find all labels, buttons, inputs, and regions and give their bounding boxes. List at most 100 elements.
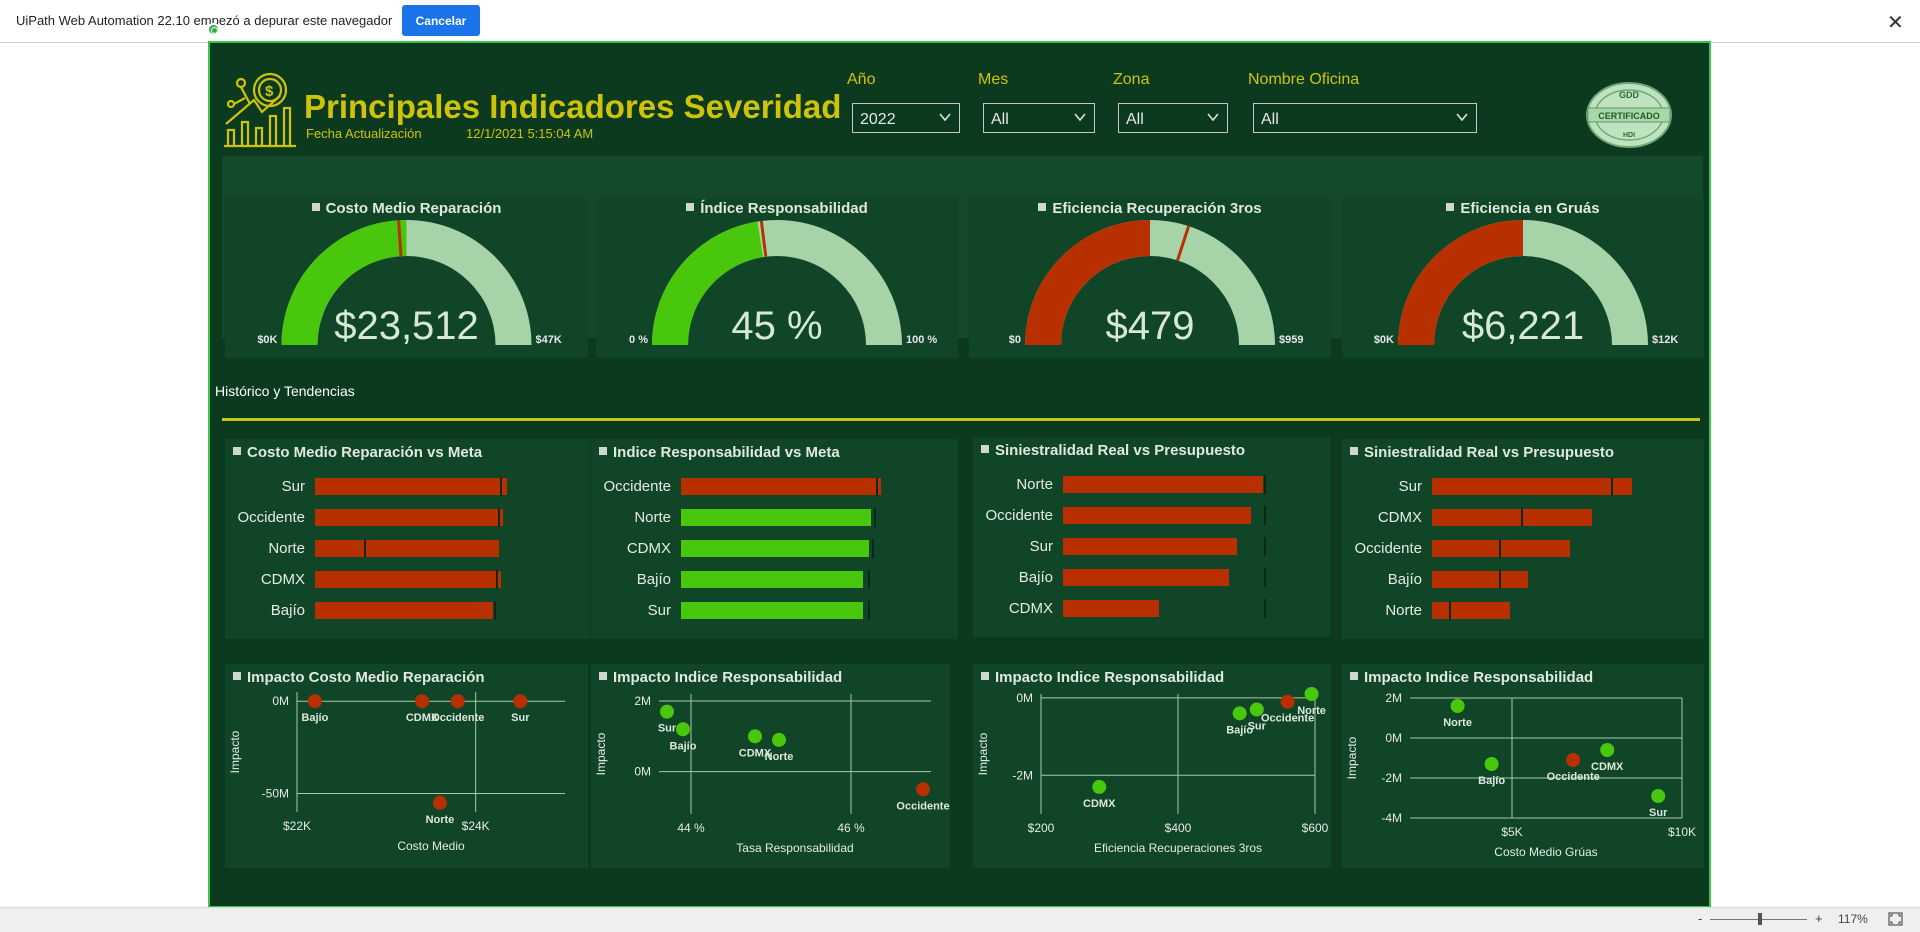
bar bbox=[1063, 600, 1159, 617]
panel-title: Siniestralidad Real vs Presupuesto bbox=[981, 442, 1245, 459]
bar-category-label: Sur bbox=[282, 478, 305, 495]
gauge-chart-towing: $6,221 $0K $12K bbox=[1374, 220, 1678, 348]
zoom-slider-thumb[interactable] bbox=[1758, 913, 1762, 925]
close-icon[interactable]: ✕ bbox=[1887, 12, 1904, 34]
bar bbox=[1063, 538, 1237, 555]
bar bbox=[315, 571, 501, 588]
scatter-panel-responsibility: Impacto Indice Responsabilidad 44 % 46 % 2… bbox=[591, 664, 950, 868]
filter-zone-select[interactable]: All bbox=[1118, 103, 1228, 133]
bar-category-label: Occidente bbox=[985, 507, 1053, 524]
scatter-point-label: CDMX bbox=[1591, 761, 1624, 773]
bar-category-label: CDMX bbox=[1378, 509, 1422, 526]
scatter-point-label: CDMX bbox=[1083, 798, 1116, 810]
report-canvas: $ Principales Indicadores Severidad Fech… bbox=[208, 41, 1711, 908]
scatter-point bbox=[1484, 757, 1499, 771]
gauge-max-label: $47K bbox=[536, 334, 562, 346]
scatter-point bbox=[432, 795, 447, 810]
gauge-max-label: $959 bbox=[1279, 334, 1303, 346]
gauge-title: Eficiencia Recuperación 3ros bbox=[969, 200, 1331, 217]
bar-category-label: Norte bbox=[268, 540, 305, 557]
bar-category-label: CDMX bbox=[261, 571, 305, 588]
update-value: 12/1/2021 5:15:04 AM bbox=[466, 126, 594, 141]
scatter-point bbox=[1651, 789, 1666, 803]
gauge-fill bbox=[1398, 220, 1523, 345]
scatter-point-label: Bajío bbox=[1226, 724, 1253, 736]
bar-chart-claims: Norte Occidente Sur Bajío CDMX bbox=[985, 475, 1266, 618]
gauge-fill bbox=[281, 220, 407, 345]
bar bbox=[1063, 569, 1229, 586]
chevron-down-icon bbox=[1456, 113, 1468, 122]
chevron-down-icon bbox=[939, 113, 951, 122]
bar-category-label: Norte bbox=[1016, 476, 1053, 493]
x-tick-label: $24K bbox=[462, 819, 490, 833]
y-tick-label: 2M bbox=[634, 694, 651, 708]
panel-title: Impacto Costo Medio Reparación bbox=[233, 669, 485, 686]
panel-title: Costo Medio Reparación vs Meta bbox=[233, 444, 482, 461]
x-axis-label: Tasa Responsabilidad bbox=[736, 841, 853, 855]
scatter-point-label: Bajío bbox=[301, 712, 328, 724]
scatter-chart-cost: $22K $24K 0M -50M Costo Medio Impacto Bajío CDM… bbox=[228, 692, 565, 853]
y-tick-label: 0M bbox=[1016, 691, 1033, 705]
scatter-point bbox=[676, 722, 690, 737]
y-tick-label: -2M bbox=[1381, 771, 1402, 785]
x-tick-label: 44 % bbox=[677, 821, 705, 835]
section-divider bbox=[222, 418, 1700, 421]
x-tick-label: $200 bbox=[1028, 821, 1055, 835]
panel-title: Indice Responsabilidad vs Meta bbox=[599, 444, 840, 461]
gauge-target-marker bbox=[759, 220, 768, 257]
scatter-point-label: Norte bbox=[1443, 717, 1472, 729]
cancel-button[interactable]: Cancelar bbox=[402, 5, 480, 36]
gauge-value: $479 bbox=[1106, 304, 1195, 348]
panel-title: Impacto Indice Responsabilidad bbox=[1350, 669, 1593, 686]
gauge-target-marker bbox=[397, 220, 403, 257]
page-title: Principales Indicadores Severidad bbox=[304, 88, 842, 125]
scatter-point bbox=[415, 694, 430, 709]
x-tick-label: $5K bbox=[1501, 825, 1522, 839]
gauge-value: $6,221 bbox=[1462, 304, 1584, 348]
zoom-minus-button[interactable]: - bbox=[1698, 911, 1703, 926]
scatter-point bbox=[450, 694, 465, 709]
x-axis-label: Costo Medio Grúas bbox=[1494, 845, 1597, 859]
gauge-target-marker bbox=[1176, 225, 1191, 261]
fit-to-screen-icon[interactable] bbox=[1888, 912, 1903, 926]
x-tick-label: $10K bbox=[1668, 825, 1696, 839]
filter-month-label: Mes bbox=[978, 71, 1009, 88]
debug-message: UiPath Web Automation 22.10 empezó a dep… bbox=[16, 13, 393, 28]
scatter-panel-towing: Impacto Indice Responsabilidad $5K $10K 2M… bbox=[1342, 664, 1704, 868]
bar-category-label: CDMX bbox=[627, 540, 671, 557]
scatter-point-label: Sur bbox=[1649, 807, 1668, 819]
bar bbox=[681, 478, 881, 495]
bar-category-label: Norte bbox=[1385, 602, 1422, 619]
gauge-value: 45 % bbox=[731, 304, 822, 348]
chevron-down-icon bbox=[1074, 113, 1086, 122]
bar bbox=[681, 540, 869, 557]
x-tick-label: $600 bbox=[1302, 821, 1329, 835]
bar-category-label: Sur bbox=[1399, 478, 1422, 495]
gauge-title: Costo Medio Reparación bbox=[225, 200, 588, 217]
x-tick-label: $400 bbox=[1165, 821, 1192, 835]
zoom-plus-button[interactable]: + bbox=[1815, 911, 1823, 926]
scatter-point bbox=[1232, 706, 1247, 721]
gauge-max-label: $12K bbox=[1652, 334, 1678, 346]
gauge-panel-towing: Eficiencia en Gruás $6,221 $0K $12K bbox=[1342, 198, 1704, 358]
bar-panel-claims: Siniestralidad Real vs Presupuesto Norte… bbox=[973, 437, 1330, 637]
bar bbox=[681, 571, 863, 588]
scatter-point bbox=[1450, 699, 1465, 713]
bar bbox=[681, 509, 871, 526]
y-axis-label: Impacto bbox=[976, 732, 990, 775]
x-tick-label: 46 % bbox=[837, 821, 865, 835]
gauge-chart-cost: $23,512 $0K $47K bbox=[257, 220, 562, 348]
plot-area bbox=[659, 694, 931, 814]
scatter-point bbox=[1092, 779, 1107, 794]
bar bbox=[1432, 509, 1592, 526]
focus-handle-icon bbox=[207, 23, 220, 36]
filter-year-select[interactable]: 2022 bbox=[852, 103, 960, 133]
scatter-point-label: Sur bbox=[511, 712, 530, 724]
bar-category-label: Occidente bbox=[1354, 540, 1422, 557]
chevron-down-icon bbox=[1207, 113, 1219, 122]
scatter-point-label: Occidente bbox=[896, 800, 949, 812]
scatter-point-label: Occidente bbox=[1547, 771, 1600, 783]
filter-office-select[interactable]: All bbox=[1253, 103, 1477, 133]
bar-panel-claims-2: Siniestralidad Real vs Presupuesto Sur CD… bbox=[1342, 439, 1704, 639]
filter-month-select[interactable]: All bbox=[983, 103, 1095, 133]
